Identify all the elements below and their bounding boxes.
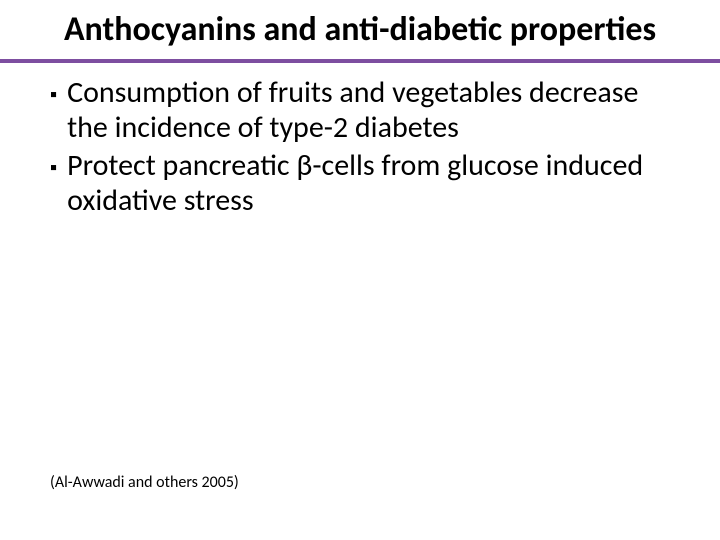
slide: Anthocyanins and anti-diabetic propertie… [0,0,720,540]
bullet-marker-icon: ▪ [50,75,57,115]
bullet-text: Consumption of fruits and vegetables dec… [67,75,670,146]
title-block: Anthocyanins and anti-diabetic propertie… [0,0,720,57]
list-item: ▪ Consumption of fruits and vegetables d… [50,75,670,146]
bullet-text: Protect pancreatic β-cells from glucose … [67,148,670,219]
list-item: ▪ Protect pancreatic β-cells from glucos… [50,148,670,219]
bullet-marker-icon: ▪ [50,148,57,188]
slide-title: Anthocyanins and anti-diabetic propertie… [60,10,660,49]
body-block: ▪ Consumption of fruits and vegetables d… [0,63,720,219]
citation-text: (Al-Awwadi and others 2005) [50,473,239,492]
